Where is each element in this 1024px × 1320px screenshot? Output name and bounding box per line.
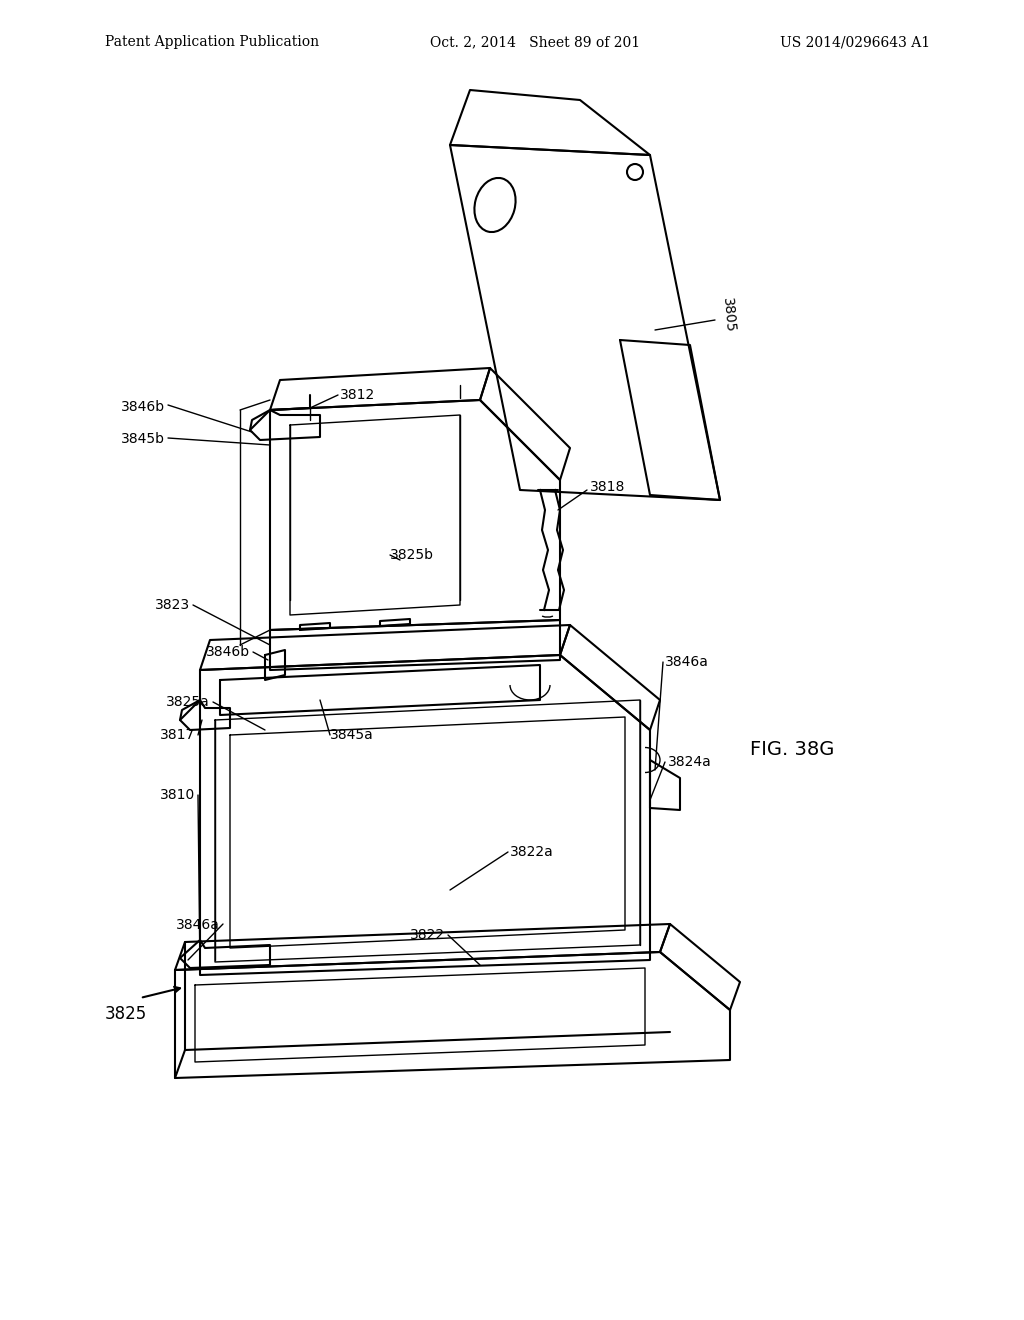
Text: 3822: 3822: [410, 928, 445, 942]
Text: Oct. 2, 2014   Sheet 89 of 201: Oct. 2, 2014 Sheet 89 of 201: [430, 36, 640, 49]
Text: Patent Application Publication: Patent Application Publication: [105, 36, 319, 49]
Text: 3824a: 3824a: [668, 755, 712, 770]
Text: 3817: 3817: [160, 729, 195, 742]
Text: 3822a: 3822a: [510, 845, 554, 859]
Text: FIG. 38G: FIG. 38G: [750, 741, 835, 759]
Text: 3823: 3823: [155, 598, 190, 612]
Text: 3846b: 3846b: [206, 645, 250, 659]
Text: 3810: 3810: [160, 788, 195, 803]
Text: 3825a: 3825a: [166, 696, 210, 709]
Text: 3846a: 3846a: [665, 655, 709, 669]
Text: 3845a: 3845a: [330, 729, 374, 742]
Text: 3818: 3818: [590, 480, 626, 494]
Text: 3846a: 3846a: [176, 917, 220, 932]
Text: 3825: 3825: [105, 1005, 147, 1023]
Text: 3845b: 3845b: [121, 432, 165, 446]
Text: 3812: 3812: [340, 388, 375, 403]
Text: 3805: 3805: [720, 297, 737, 333]
Text: 3825b: 3825b: [390, 548, 434, 562]
Text: 3846b: 3846b: [121, 400, 165, 414]
Text: US 2014/0296643 A1: US 2014/0296643 A1: [780, 36, 930, 49]
